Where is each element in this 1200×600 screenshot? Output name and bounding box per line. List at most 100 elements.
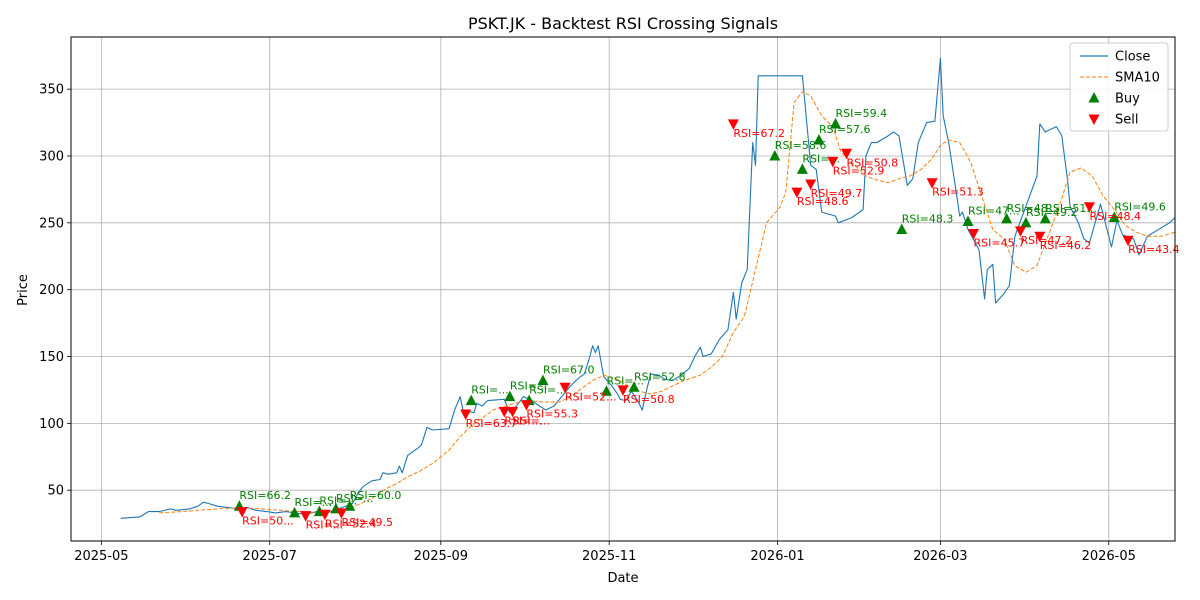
sell-marker <box>300 511 312 522</box>
y-tick-label: 50 <box>47 484 64 499</box>
sell-annotation: RSI=46.2 <box>1040 239 1092 252</box>
buy-annotation: RSI=... <box>471 384 509 397</box>
sell-annotation: RSI=48.6 <box>797 195 849 208</box>
x-tick-label: 2026-05 <box>1082 549 1136 564</box>
buy-marker <box>1001 212 1013 224</box>
close-price-line <box>120 57 1175 519</box>
y-tick-label: 250 <box>39 216 64 231</box>
buy-annotation: RSI=67.0 <box>543 364 595 377</box>
buy-marker <box>289 506 301 518</box>
sell-marker <box>805 179 817 191</box>
buy-marker <box>962 215 974 226</box>
y-tick-label: 200 <box>39 283 64 298</box>
legend-label: Close <box>1115 50 1150 65</box>
buy-marker <box>896 223 908 235</box>
sell-annotation: RSI=50... <box>242 515 294 528</box>
buy-marker <box>1108 211 1120 222</box>
plot-frame <box>70 36 1176 542</box>
sell-annotation: RSI=... <box>513 414 551 427</box>
legend-label: Buy <box>1115 92 1140 107</box>
sell-marker <box>460 409 472 420</box>
sell-marker <box>727 119 739 130</box>
buy-marker <box>537 374 549 386</box>
sell-marker <box>559 382 571 394</box>
sell-marker <box>236 507 248 518</box>
sell-marker <box>841 148 853 160</box>
sma10-line <box>159 91 1175 514</box>
buy-annotation: RSI=... <box>336 492 374 505</box>
grid <box>71 37 1175 541</box>
buy-annotation: RSI=... <box>529 384 567 397</box>
buy-marker <box>600 385 612 396</box>
legend-box <box>1069 42 1169 132</box>
sell-marker <box>319 509 331 521</box>
buy-marker <box>796 163 808 174</box>
buy-marker <box>628 381 640 392</box>
sell-marker <box>520 400 532 411</box>
legend: Close SMA10 Buy Sell <box>1069 42 1169 132</box>
y-axis-title: Price <box>16 274 31 306</box>
sell-marker <box>1034 231 1046 243</box>
sell-annotation: RSI=55.3 <box>526 408 578 421</box>
annotation-layer: RSI=66.2RSI=...RSI=...RSI=...RSI=60.0RSI… <box>239 107 1179 532</box>
y-tick-label: 300 <box>39 149 64 164</box>
buy-annotation: RSI=... <box>295 496 333 509</box>
x-axis-ticks: 2025-05 2025-07 2025-09 2025-11 2026-01 2026-… <box>74 541 1136 564</box>
buy-annotation: RSI=57.6 <box>819 123 871 136</box>
sell-annotation: RSI=50.8 <box>847 156 899 169</box>
x-tick-label: 2025-09 <box>414 549 468 564</box>
buy-annotation: RSI=49.2 <box>1026 206 1078 219</box>
sell-annotation: RSI=63.7 <box>466 417 518 430</box>
sell-annotation: RSI=43.4 <box>1128 243 1180 256</box>
x-tick-label: 2025-07 <box>243 549 297 564</box>
y-tick-label: 100 <box>39 417 64 432</box>
y-axis-ticks: 50 100 150 200 250 300 350 <box>39 83 71 499</box>
sell-annotation: RSI=... <box>306 519 344 532</box>
sell-marker <box>498 406 510 418</box>
sell-annotation: RSI=50.8 <box>623 393 675 406</box>
signal-layer <box>233 117 1134 522</box>
sell-annotation: RSI=47.2 <box>1020 234 1072 247</box>
x-tick-label: 2026-03 <box>913 549 967 564</box>
y-tick-label: 150 <box>39 350 64 365</box>
plot-area <box>120 57 1175 522</box>
series-layer <box>120 57 1175 519</box>
chart-title: PSKT.JK - Backtest RSI Crossing Signals <box>468 14 778 33</box>
sell-marker <box>617 385 629 396</box>
buy-marker <box>769 149 781 161</box>
buy-annotation: RSI=... <box>606 374 644 387</box>
legend-buy-swatch <box>1088 92 1100 103</box>
x-tick-label: 2025-11 <box>582 549 636 564</box>
x-axis-title: Date <box>607 571 638 586</box>
sell-annotation: RSI=52.9 <box>833 164 885 177</box>
sell-marker <box>926 178 938 189</box>
buy-annotation: RSI=66.2 <box>239 489 291 502</box>
sell-annotation: RSI=... <box>504 414 542 427</box>
buy-annotation: RSI=58.6 <box>775 139 827 152</box>
sell-annotation: RSI=49.7 <box>811 187 863 200</box>
sell-annotation: RSI=52.4 <box>325 517 377 530</box>
sell-annotation: RSI=67.2 <box>733 127 785 140</box>
legend-label: SMA10 <box>1115 71 1160 86</box>
x-tick-label: 2026-01 <box>750 549 804 564</box>
legend-label: Sell <box>1115 113 1138 128</box>
buy-marker <box>344 500 356 511</box>
legend-sell-swatch <box>1088 114 1100 125</box>
sell-marker <box>1122 235 1134 247</box>
sell-marker <box>1014 226 1026 237</box>
buy-annotation: RSI=49.6 <box>1114 200 1166 213</box>
buy-marker <box>504 390 516 402</box>
buy-annotation: RSI=59.4 <box>836 107 888 120</box>
x-tick-label: 2025-05 <box>74 549 128 564</box>
buy-annotation: RSI=... <box>802 152 840 165</box>
buy-annotation: RSI=48... <box>1007 202 1059 215</box>
buy-annotation: RSI=... <box>319 495 357 508</box>
buy-marker <box>1020 216 1032 228</box>
buy-annotation: RSI=48.3 <box>902 213 954 226</box>
sell-marker <box>507 406 519 418</box>
sell-annotation: RSI=52... <box>565 390 617 403</box>
buy-annotation: RSI=52.8 <box>634 370 686 383</box>
buy-annotation: RSI=... <box>510 380 548 393</box>
buy-annotation: RSI=51... <box>1045 202 1097 215</box>
buy-marker <box>465 394 477 406</box>
